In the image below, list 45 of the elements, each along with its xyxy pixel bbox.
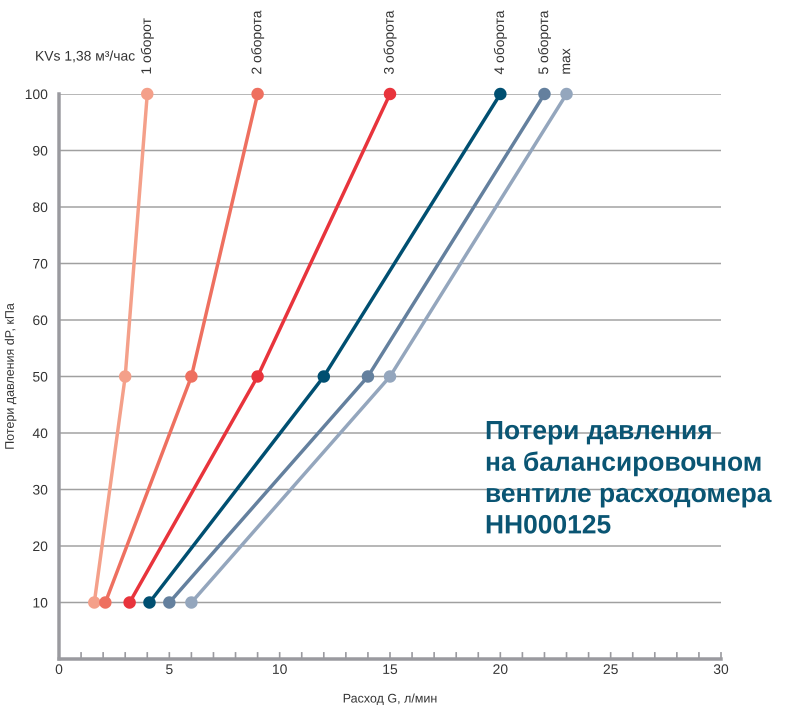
y-tick-label: 90 xyxy=(33,146,48,156)
y-tick-label: 20 xyxy=(33,541,48,552)
point xyxy=(538,88,551,100)
y-tick-label: 100 xyxy=(26,89,48,100)
y-tick-label: 60 xyxy=(33,315,48,326)
text: 5 оборота xyxy=(538,10,551,74)
point xyxy=(141,88,154,100)
point xyxy=(143,596,156,609)
y-tick-label: 30 xyxy=(32,484,48,495)
y-tick-label: 40 xyxy=(32,428,48,438)
text: KVs 1,38 м³/час xyxy=(36,50,135,62)
y-axis-title: Потери давления dP, кПа xyxy=(4,303,16,449)
y-tick-label: 80 xyxy=(33,202,48,212)
point xyxy=(99,596,112,609)
x-axis-title: Расход G, л/мин xyxy=(344,693,436,706)
point xyxy=(185,370,198,383)
point xyxy=(494,88,507,100)
point xyxy=(560,88,573,100)
x-tick-label: 10 xyxy=(273,664,287,674)
point xyxy=(251,370,264,383)
point xyxy=(163,596,176,609)
text: 2 оборота xyxy=(251,10,264,74)
x-tick-label: 25 xyxy=(604,664,618,674)
x-tick-label: 20 xyxy=(493,664,508,674)
text: max xyxy=(562,48,570,74)
text: Потери давления на балансировочном вентиле расходомера HH000125 xyxy=(486,420,772,534)
point xyxy=(185,596,198,609)
x-tick-label: 30 xyxy=(714,664,728,674)
text: 1 оборот xyxy=(140,18,154,74)
x-tick-label: 0 xyxy=(56,664,62,674)
point xyxy=(251,88,264,100)
y-tick-label: 50 xyxy=(32,372,48,382)
text: 4 оборота xyxy=(494,10,507,74)
x-tick-label: 5 xyxy=(166,664,173,674)
point xyxy=(123,596,136,609)
point xyxy=(118,370,132,383)
x-tick-label: 15 xyxy=(383,664,398,674)
point xyxy=(384,88,396,100)
point xyxy=(318,370,330,383)
text: 3 оборота xyxy=(383,10,397,74)
y-tick-label: 10 xyxy=(34,598,48,608)
point xyxy=(88,596,101,609)
point xyxy=(384,370,396,383)
y-tick-label: 70 xyxy=(33,258,48,269)
point xyxy=(362,370,374,383)
